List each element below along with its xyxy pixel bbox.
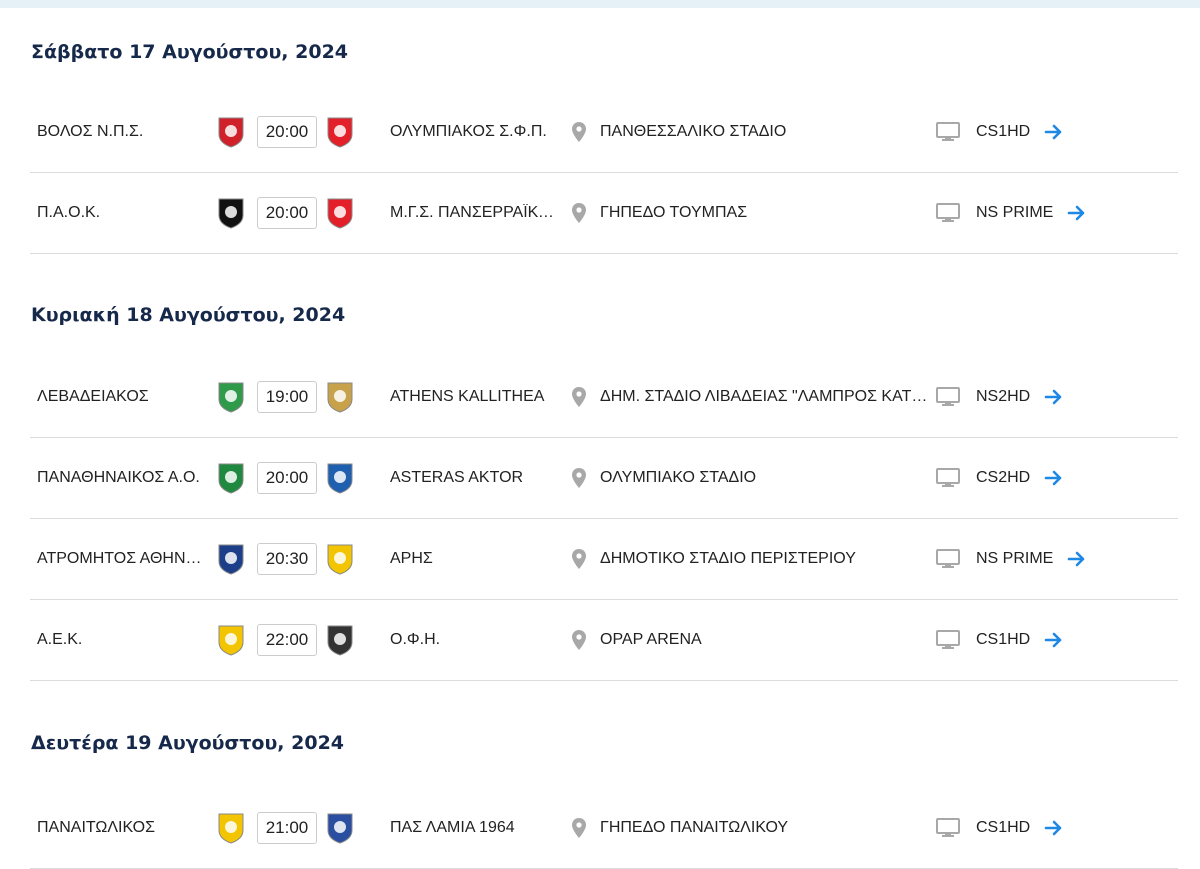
venue: ΓΗΠΕΔΟ ΠΑΝΑΙΤΩΛΙΚΟΥ [600, 819, 789, 836]
home-team-logo-icon [216, 196, 246, 230]
arrow-right-icon[interactable] [1044, 819, 1064, 837]
top-bar [0, 0, 1200, 8]
home-team[interactable]: ΛΕΒΑΔΕΙΑΚΟΣ [37, 388, 149, 405]
location-pin-icon [572, 549, 586, 569]
match-row[interactable]: Π.Α.Ο.Κ. 20:00 Μ.Γ.Σ. ΠΑΝΣΕΡΡΑΪΚΟΣ ΓΗΠΕΔ… [30, 173, 1178, 254]
arrow-right-icon[interactable] [1044, 469, 1064, 487]
away-team-logo-icon [325, 811, 355, 845]
tv-channel: CS1HD [976, 631, 1031, 648]
match-row[interactable]: ΛΕΒΑΔΕΙΑΚΟΣ 19:00 ATHENS KALLITHEA ΔΗΜ. … [30, 357, 1178, 438]
away-team[interactable]: Μ.Γ.Σ. ΠΑΝΣΕΡΡΑΪΚΟΣ [390, 204, 555, 221]
kickoff-time: 19:00 [257, 381, 317, 413]
tv-channel: CS1HD [976, 819, 1031, 836]
match-row[interactable]: ΑΤΡΟΜΗΤΟΣ ΑΘΗΝΩΝ 20:30 ΑΡΗΣ ΔΗΜΟΤΙΚΟ ΣΤΑ… [30, 519, 1178, 600]
kickoff-time: 21:00 [257, 812, 317, 844]
away-team[interactable]: ASTERAS AKTOR [390, 469, 524, 486]
location-pin-icon [572, 203, 586, 223]
home-team-logo-icon [216, 380, 246, 414]
kickoff-time: 22:00 [257, 624, 317, 656]
tv-icon [936, 549, 960, 569]
away-team-logo-icon [325, 196, 355, 230]
tv-icon [936, 122, 960, 142]
home-team-logo-icon [216, 461, 246, 495]
home-team[interactable]: ΠΑΝΑΘΗΝΑΙΚΟΣ Α.Ο. [37, 469, 200, 486]
away-team[interactable]: Ο.Φ.Η. [390, 631, 441, 648]
match-row[interactable]: ΠΑΝΑΘΗΝΑΙΚΟΣ Α.Ο. 20:00 ASTERAS AKTOR ΟΛ… [30, 438, 1178, 519]
arrow-right-icon[interactable] [1044, 631, 1064, 649]
day-section: Δευτέρα 19 Αυγούστου, 2024 ΠΑΝΑΙΤΩΛΙΚΟΣ … [30, 681, 1178, 869]
location-pin-icon [572, 387, 586, 407]
day-section: Σάββατο 17 Αυγούστου, 2024 ΒΟΛΟΣ Ν.Π.Σ. … [30, 8, 1178, 254]
fixtures-list: Σάββατο 17 Αυγούστου, 2024 ΒΟΛΟΣ Ν.Π.Σ. … [30, 8, 1178, 869]
home-team-logo-icon [216, 542, 246, 576]
home-team-logo-icon [216, 811, 246, 845]
arrow-right-icon[interactable] [1067, 204, 1087, 222]
tv-icon [936, 818, 960, 838]
away-team-logo-icon [325, 623, 355, 657]
tv-icon [936, 387, 960, 407]
kickoff-time: 20:30 [257, 543, 317, 575]
day-section: Κυριακή 18 Αυγούστου, 2024 ΛΕΒΑΔΕΙΑΚΟΣ 1… [30, 254, 1178, 681]
tv-icon [936, 203, 960, 223]
tv-channel: CS2HD [976, 469, 1031, 486]
tv-icon [936, 468, 960, 488]
home-team-logo-icon [216, 623, 246, 657]
arrow-right-icon[interactable] [1044, 388, 1064, 406]
kickoff-time: 20:00 [257, 116, 317, 148]
away-team-logo-icon [325, 380, 355, 414]
location-pin-icon [572, 818, 586, 838]
home-team[interactable]: ΑΤΡΟΜΗΤΟΣ ΑΘΗΝΩΝ [37, 550, 207, 567]
away-team[interactable]: ΠΑΣ ΛΑΜΙΑ 1964 [390, 819, 515, 836]
day-heading: Σάββατο 17 Αυγούστου, 2024 [31, 41, 349, 63]
match-row[interactable]: ΠΑΝΑΙΤΩΛΙΚΟΣ 21:00 ΠΑΣ ΛΑΜΙΑ 1964 ΓΗΠΕΔΟ… [30, 788, 1178, 869]
tv-channel: CS1HD [976, 123, 1031, 140]
match-row[interactable]: ΒΟΛΟΣ Ν.Π.Σ. 20:00 ΟΛΥΜΠΙΑΚΟΣ Σ.Φ.Π. ΠΑΝ… [30, 92, 1178, 173]
day-heading: Δευτέρα 19 Αυγούστου, 2024 [31, 732, 345, 754]
location-pin-icon [572, 468, 586, 488]
kickoff-time: 20:00 [257, 197, 317, 229]
arrow-right-icon[interactable] [1044, 123, 1064, 141]
home-team-logo-icon [216, 115, 246, 149]
tv-channel: NS2HD [976, 388, 1031, 405]
tv-channel: NS PRIME [976, 550, 1054, 567]
home-team[interactable]: ΒΟΛΟΣ Ν.Π.Σ. [37, 123, 144, 140]
venue: OPAP ARENA [600, 631, 702, 648]
away-team-logo-icon [325, 542, 355, 576]
arrow-right-icon[interactable] [1067, 550, 1087, 568]
away-team-logo-icon [325, 461, 355, 495]
tv-channel: NS PRIME [976, 204, 1054, 221]
venue: ΟΛΥΜΠΙΑΚΟ ΣΤΑΔΙΟ [600, 469, 757, 486]
away-team[interactable]: ATHENS KALLITHEA [390, 388, 545, 405]
kickoff-time: 20:00 [257, 462, 317, 494]
location-pin-icon [572, 630, 586, 650]
home-team[interactable]: ΠΑΝΑΙΤΩΛΙΚΟΣ [37, 819, 155, 836]
venue: ΔΗΜ. ΣΤΑΔΙΟ ΛΙΒΑΔΕΙΑΣ "ΛΑΜΠΡΟΣ ΚΑΤΣΩΝΗΣ" [600, 388, 930, 405]
match-row[interactable]: Α.Ε.Κ. 22:00 Ο.Φ.Η. OPAP ARENA CS1HD [30, 600, 1178, 681]
away-team[interactable]: ΟΛΥΜΠΙΑΚΟΣ Σ.Φ.Π. [390, 123, 547, 140]
venue: ΠΑΝΘΕΣΣΑΛΙΚΟ ΣΤΑΔΙΟ [600, 123, 787, 140]
away-team[interactable]: ΑΡΗΣ [390, 550, 433, 567]
away-team-logo-icon [325, 115, 355, 149]
venue: ΓΗΠΕΔΟ ΤΟΥΜΠΑΣ [600, 204, 748, 221]
tv-icon [936, 630, 960, 650]
venue: ΔΗΜΟΤΙΚΟ ΣΤΑΔΙΟ ΠΕΡΙΣΤΕΡΙΟΥ [600, 550, 856, 567]
home-team[interactable]: Α.Ε.Κ. [37, 631, 83, 648]
day-heading: Κυριακή 18 Αυγούστου, 2024 [31, 304, 346, 326]
location-pin-icon [572, 122, 586, 142]
home-team[interactable]: Π.Α.Ο.Κ. [37, 204, 101, 221]
